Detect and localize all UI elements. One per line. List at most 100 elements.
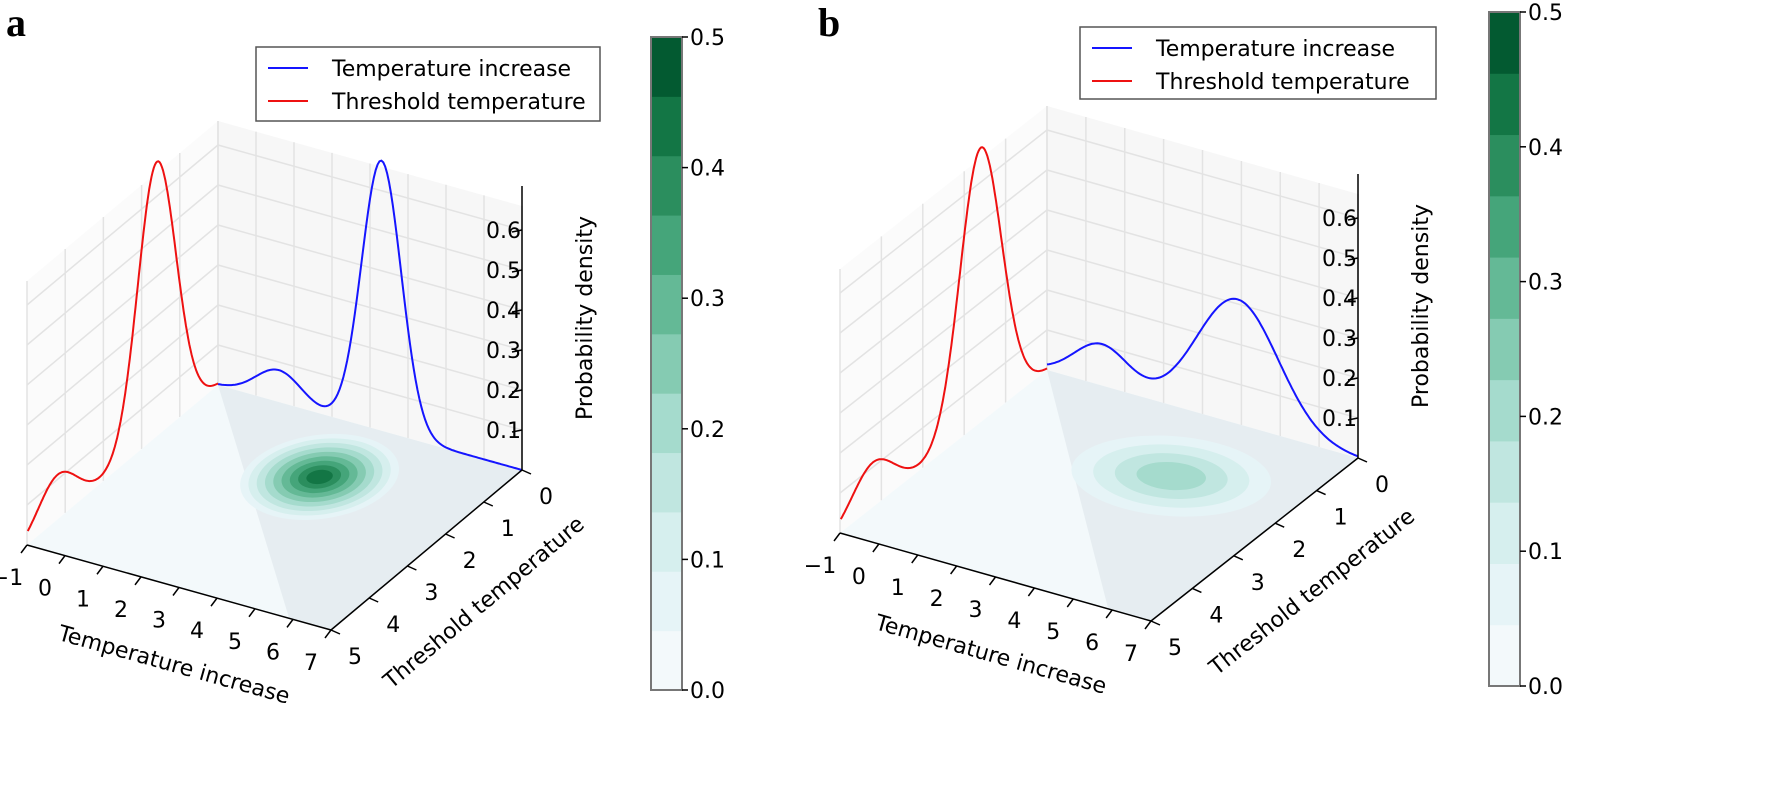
z-tick-label: 0.2	[486, 379, 521, 404]
y-tick-mark	[1316, 489, 1326, 496]
x-tick-mark	[1066, 598, 1074, 608]
x-tick-mark	[134, 576, 142, 586]
legend-label: Temperature increase	[331, 57, 571, 82]
colorbar-tick-label: 0.2	[1528, 405, 1563, 430]
x-tick-mark	[911, 554, 919, 564]
y-tick-mark	[1233, 555, 1244, 561]
z-tick-label: 0.1	[486, 419, 521, 444]
colorbar-segment	[651, 630, 682, 691]
y-tick-mark	[407, 565, 417, 571]
colorbar-segment	[1489, 379, 1520, 442]
z-axis-label: Probability density	[1409, 204, 1434, 408]
x-tick-mark	[96, 565, 104, 575]
colorbar-segment	[1489, 12, 1520, 74]
contour-level	[306, 469, 333, 485]
x-tick-label: 0	[38, 577, 52, 602]
colorbar-segment	[1489, 318, 1520, 381]
legend-box	[1079, 26, 1437, 100]
colorbar: 0.0 0.1 0.2 0.3 0.4 0.5	[1488, 1, 1563, 700]
colorbar-tick-label: 0.5	[1528, 1, 1563, 26]
left-back-pane	[27, 121, 218, 545]
x-tick-label: 5	[1046, 620, 1060, 645]
y-axis-line	[330, 469, 523, 631]
colorbar-tick-label: 0.3	[690, 287, 725, 312]
y-tick-mark	[483, 501, 494, 507]
y-tick-mark	[330, 629, 341, 635]
panel-a: −1012345670123450.10.20.30.40.50.6Temper…	[0, 26, 725, 710]
z-tick-mark	[1347, 297, 1359, 301]
legend: Temperature increase Threshold temperatur…	[1079, 26, 1437, 100]
x-tick-mark	[210, 597, 218, 607]
legend: Temperature increase Threshold temperatur…	[255, 46, 601, 122]
x-tick-label: 6	[1085, 631, 1099, 656]
y-tick-label: 2	[1292, 538, 1306, 563]
y-tick-label: 1	[1334, 506, 1348, 531]
x-tick-mark	[950, 565, 958, 575]
colorbar-segment	[1489, 563, 1520, 626]
colorbar-segment	[651, 571, 682, 632]
colorbar-tick-label: 0.3	[1528, 271, 1563, 296]
y-tick-mark	[1150, 620, 1161, 626]
x-tick-mark	[1144, 620, 1152, 630]
y-tick-label: 3	[424, 581, 438, 606]
x-tick-mark	[286, 618, 294, 628]
legend-label: Threshold temperature	[331, 90, 586, 115]
colorbar-segment	[1489, 195, 1520, 258]
x-tick-label: 5	[228, 630, 242, 655]
z-tick-mark	[1347, 337, 1359, 341]
x-tick-label: 4	[1007, 609, 1021, 634]
series-temperature-increase	[1046, 297, 1359, 458]
colorbar-segment	[651, 274, 682, 335]
y-tick-label: 4	[1209, 603, 1223, 628]
z-tick-label: 0.6	[486, 219, 521, 244]
y-tick-mark	[521, 469, 532, 475]
y-tick-label: 5	[348, 645, 362, 670]
x-tick-label: −1	[0, 566, 23, 591]
colorbar-frame	[1488, 11, 1521, 687]
y-tick-label: 3	[1251, 571, 1265, 596]
colorbar: 0.0 0.1 0.2 0.3 0.4 0.5	[650, 26, 725, 704]
x-tick-label: 0	[852, 565, 866, 590]
colorbar-segment	[651, 215, 682, 275]
z-tick-mark	[511, 269, 523, 273]
contour-level	[1136, 461, 1206, 491]
y-tick-label: 0	[539, 485, 553, 510]
colorbar-tick-label: 0.2	[690, 418, 725, 443]
colorbar-segment	[1489, 440, 1520, 503]
colorbar-segment	[651, 37, 682, 97]
y-tick-label: 5	[1168, 636, 1182, 661]
colorbar-tick-label: 0.1	[690, 548, 725, 573]
x-tick-label: 3	[969, 598, 983, 623]
x-axis-label: Temperature increase	[871, 610, 1109, 699]
y-tick-mark	[1357, 457, 1368, 463]
x-tick-label: 2	[930, 587, 944, 612]
left-back-pane	[840, 106, 1047, 533]
legend-box	[255, 46, 601, 122]
x-tick-mark	[324, 629, 332, 639]
series-threshold-temperature	[26, 160, 219, 532]
z-axis-label: Probability density	[573, 216, 598, 420]
x-tick-mark	[248, 608, 256, 618]
x-axis-label: Temperature increase	[54, 621, 292, 710]
x-tick-mark	[833, 532, 841, 542]
z-tick-mark	[511, 349, 523, 353]
legend-label: Threshold temperature	[1155, 70, 1410, 95]
z-tick-label: 0.1	[1322, 407, 1357, 432]
y-tick-mark	[445, 533, 455, 539]
y-tick-label: 2	[463, 549, 477, 574]
x-tick-mark	[988, 576, 997, 586]
y-tick-mark	[368, 597, 379, 603]
panel-label-a: a	[6, 0, 26, 45]
colorbar-segment	[1489, 134, 1520, 197]
x-tick-label: 3	[152, 609, 166, 634]
x-tick-label: −1	[804, 554, 836, 579]
x-tick-mark	[872, 543, 880, 553]
z-tick-label: 0.2	[1322, 367, 1357, 392]
colorbar-segment	[651, 452, 682, 513]
y-tick-label: 1	[501, 517, 515, 542]
colorbar-segment	[651, 511, 682, 572]
z-tick-mark	[511, 389, 523, 393]
colorbar-tick-label: 0.0	[1528, 675, 1563, 700]
z-tick-mark	[511, 429, 523, 433]
colorbar-segment	[1489, 624, 1520, 687]
